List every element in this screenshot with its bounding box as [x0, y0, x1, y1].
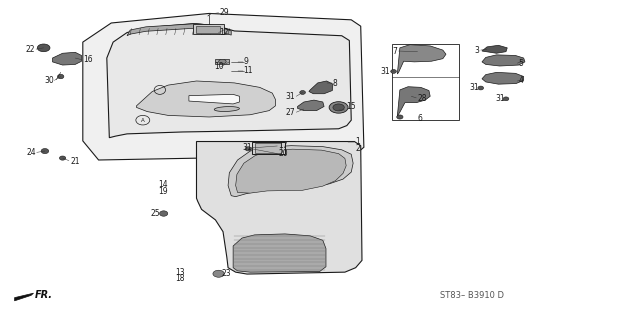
- Text: 13: 13: [175, 268, 185, 277]
- Text: ST83– B3910 D: ST83– B3910 D: [440, 291, 504, 300]
- Text: 31: 31: [380, 67, 390, 76]
- Polygon shape: [309, 81, 333, 94]
- Polygon shape: [137, 81, 275, 117]
- Text: 17: 17: [279, 141, 288, 150]
- Text: 7: 7: [392, 46, 398, 56]
- Polygon shape: [53, 52, 82, 65]
- Ellipse shape: [391, 69, 396, 73]
- Text: 19: 19: [158, 187, 168, 196]
- Ellipse shape: [218, 59, 226, 64]
- Polygon shape: [189, 94, 239, 104]
- Text: 25: 25: [150, 209, 160, 218]
- Text: A: A: [141, 118, 145, 123]
- Polygon shape: [398, 87, 430, 116]
- Text: 28: 28: [418, 94, 427, 103]
- Polygon shape: [83, 13, 364, 160]
- Ellipse shape: [60, 156, 66, 160]
- Text: 27: 27: [285, 108, 295, 117]
- Ellipse shape: [160, 211, 168, 216]
- Text: 2: 2: [356, 144, 360, 153]
- Ellipse shape: [397, 115, 403, 119]
- Polygon shape: [235, 149, 346, 193]
- Polygon shape: [482, 45, 507, 53]
- Text: 8: 8: [333, 79, 337, 88]
- Text: 3: 3: [475, 45, 479, 55]
- Ellipse shape: [478, 86, 484, 90]
- Polygon shape: [233, 234, 326, 272]
- Text: 6: 6: [418, 114, 422, 123]
- Bar: [254, 143, 281, 153]
- Polygon shape: [482, 72, 523, 84]
- Polygon shape: [127, 24, 231, 36]
- Text: 12: 12: [219, 28, 229, 37]
- Ellipse shape: [300, 91, 306, 94]
- Polygon shape: [298, 100, 324, 111]
- Text: 23: 23: [222, 269, 232, 278]
- Text: 1: 1: [356, 137, 360, 146]
- Bar: [215, 59, 229, 64]
- Ellipse shape: [503, 97, 509, 101]
- Text: 29: 29: [219, 8, 229, 17]
- Polygon shape: [196, 141, 362, 274]
- Ellipse shape: [333, 104, 344, 111]
- Bar: [252, 141, 285, 154]
- Text: 31: 31: [242, 143, 252, 152]
- Text: 31: 31: [285, 92, 295, 101]
- Text: 11: 11: [243, 66, 253, 75]
- Text: 5: 5: [518, 59, 523, 68]
- Text: 31: 31: [470, 84, 479, 92]
- Bar: [193, 24, 223, 34]
- Ellipse shape: [37, 44, 50, 52]
- Text: 22: 22: [26, 44, 35, 54]
- Text: 4: 4: [518, 76, 523, 85]
- Ellipse shape: [58, 74, 64, 79]
- Text: 24: 24: [27, 148, 36, 157]
- Text: 21: 21: [70, 157, 80, 166]
- Text: FR.: FR.: [35, 291, 53, 300]
- Polygon shape: [398, 45, 446, 74]
- Text: 16: 16: [83, 55, 92, 64]
- Text: 31: 31: [495, 94, 505, 103]
- Polygon shape: [482, 55, 525, 66]
- Bar: [392, 44, 459, 120]
- Ellipse shape: [329, 102, 348, 113]
- Ellipse shape: [214, 107, 239, 111]
- Polygon shape: [107, 24, 351, 138]
- Polygon shape: [15, 293, 34, 301]
- Text: 15: 15: [346, 102, 356, 111]
- Ellipse shape: [41, 148, 49, 154]
- Polygon shape: [228, 146, 353, 197]
- Text: 9: 9: [243, 57, 248, 66]
- Bar: [196, 26, 220, 33]
- Ellipse shape: [213, 270, 224, 277]
- Text: 10: 10: [214, 62, 224, 71]
- Text: 30: 30: [44, 76, 54, 85]
- Ellipse shape: [245, 147, 251, 151]
- Text: 14: 14: [158, 180, 168, 189]
- Text: 18: 18: [175, 274, 185, 283]
- Text: 20: 20: [279, 149, 288, 158]
